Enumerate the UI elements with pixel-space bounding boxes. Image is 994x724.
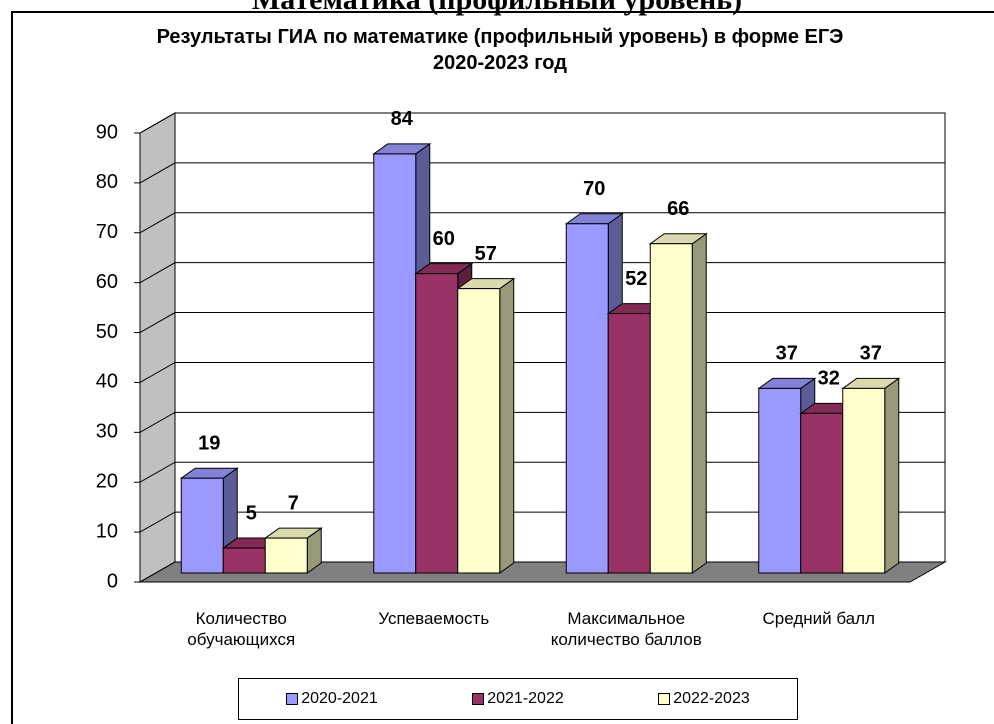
bar-front: [373, 153, 417, 574]
bar-side: [499, 277, 515, 574]
bar: [179, 467, 239, 574]
y-tick-label: 80: [96, 171, 118, 193]
legend-swatch: [658, 693, 671, 705]
data-label: 60: [433, 228, 455, 250]
legend-label: 2020-2021: [301, 690, 378, 707]
legend-swatch: [286, 693, 299, 705]
bar: [263, 527, 323, 574]
data-label: 37: [776, 343, 798, 365]
grid-line: [139, 112, 945, 134]
grid-line: [139, 162, 945, 184]
y-tick-label: 0: [107, 570, 118, 592]
bar: [456, 277, 516, 574]
y-tick-label: 50: [96, 321, 118, 343]
legend-label: 2022-2023: [673, 690, 750, 707]
bar-front: [758, 387, 802, 574]
data-label: 32: [818, 368, 840, 390]
bar-front: [842, 387, 886, 574]
legend-item: 2020-2021: [286, 690, 378, 708]
bar-front: [565, 223, 609, 574]
bar-front: [457, 288, 501, 574]
side-wall: [139, 112, 176, 583]
y-tick-label: 10: [96, 520, 118, 542]
data-label: 57: [475, 243, 497, 265]
grid-line: [139, 212, 945, 234]
data-label: 7: [288, 492, 299, 514]
y-tick-label: 20: [96, 471, 118, 493]
legend-label: 2021-2022: [487, 690, 564, 707]
data-label: 52: [625, 268, 647, 290]
chart-frame: [11, 11, 994, 724]
bar-front: [607, 313, 651, 574]
data-label: 66: [667, 198, 689, 220]
data-label: 84: [391, 108, 414, 130]
x-tick-label: Количество обучающихся: [187, 609, 296, 649]
data-label: 5: [246, 502, 257, 524]
legend: 2020-2021 2021-2022 2022-2023: [238, 678, 798, 720]
data-label: 37: [860, 343, 882, 365]
legend-item: 2021-2022: [472, 690, 564, 708]
legend-item: 2022-2023: [658, 690, 750, 708]
bar-front: [222, 547, 266, 574]
chart-title: Результаты ГИА по математике (профильный…: [156, 26, 844, 74]
bar: [648, 232, 708, 574]
x-tick-label: Средний балл: [762, 609, 875, 628]
legend-swatch: [472, 693, 485, 705]
y-tick-label: 60: [96, 271, 118, 293]
bar-front: [649, 243, 693, 574]
x-tick-label: Успеваемость: [378, 609, 490, 628]
bar-front: [180, 477, 224, 574]
x-tick-label: Максимальное количество баллов: [550, 609, 702, 649]
bar-front: [415, 273, 459, 574]
y-tick-label: 90: [96, 121, 118, 143]
bar-side: [691, 232, 707, 574]
bar: [841, 377, 901, 574]
bar-front: [264, 537, 308, 574]
data-label: 70: [583, 178, 605, 200]
y-tick-label: 30: [96, 421, 118, 443]
bar-side: [884, 377, 900, 574]
data-label: 19: [198, 432, 220, 454]
y-tick-label: 40: [96, 371, 118, 393]
y-tick-label: 70: [96, 221, 118, 243]
bar-front: [800, 412, 844, 574]
